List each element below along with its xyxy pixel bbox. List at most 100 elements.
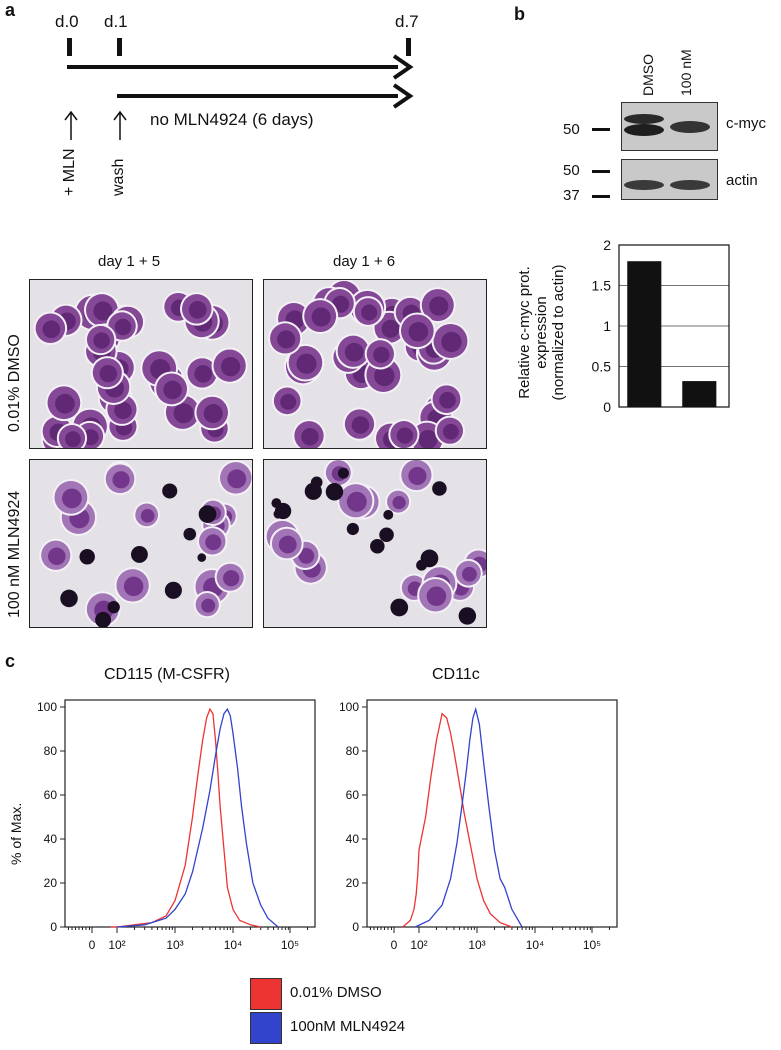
histogram-ytick-label: 40 — [346, 832, 360, 846]
apoptotic-body — [183, 527, 197, 541]
micrograph-row1-label: 0.01% DMSO — [6, 334, 23, 432]
histogram-xtick-label: 10³ — [468, 938, 485, 952]
bar-ytick-label: 2 — [603, 237, 611, 253]
cell-nucleus — [65, 431, 81, 448]
wash-arrowhead — [113, 110, 127, 121]
cmyc-label: c-myc — [726, 115, 766, 132]
bar-ytick-label: 1.5 — [592, 278, 612, 294]
day0-label: d.0 — [55, 12, 79, 31]
apoptotic-body — [198, 505, 217, 523]
cell-nucleus — [373, 346, 390, 364]
histogram-title-cd115: CD115 (M-CSFR) — [104, 666, 230, 683]
panel-a-letter: a — [5, 0, 16, 20]
cmyc-bands — [624, 114, 710, 136]
apoptotic-body — [197, 553, 207, 562]
micrograph-dmso-day6 — [263, 279, 487, 449]
bar-ylabel-line3: (normalized to actin) — [550, 264, 567, 401]
cell-nucleus — [301, 427, 319, 446]
cell-nucleus — [278, 535, 297, 554]
micrograph-col2-header: day 1 + 6 — [333, 253, 396, 270]
apoptotic-body — [164, 581, 182, 599]
histogram-ytick-label: 0 — [352, 920, 359, 934]
bar-ylabel-line2: expression — [533, 296, 550, 369]
cell-nucleus — [220, 356, 241, 377]
cell-nucleus — [392, 496, 406, 510]
day7-tick — [406, 38, 411, 56]
marker-actin-top: 50 — [563, 162, 580, 179]
histogram-ytick-label: 80 — [44, 744, 58, 758]
cmyc-bar-chart: 0 0.5 1 1.5 2 — [592, 237, 730, 415]
apoptotic-body — [432, 481, 447, 496]
legend-label-mln: 100nM MLN4924 — [290, 1018, 406, 1035]
histogram-xtick-label: 10⁴ — [526, 938, 545, 952]
no-drug-label: no MLN4924 (6 days) — [150, 110, 314, 129]
bar-ytick-label: 0.5 — [592, 359, 612, 375]
cell-nucleus — [114, 401, 132, 420]
cell-nucleus — [408, 466, 427, 486]
apoptotic-body — [271, 498, 282, 509]
apoptotic-body — [458, 607, 477, 625]
no-drug-arrowhead — [392, 83, 414, 109]
apoptotic-body — [346, 522, 359, 536]
histogram-xtick-label: 10⁴ — [224, 938, 243, 952]
actin-label: actin — [726, 172, 758, 189]
cell-nucleus — [205, 534, 222, 551]
cmyc-blot — [621, 102, 718, 151]
cell-nucleus — [442, 423, 459, 440]
histogram-ytick-label: 80 — [346, 744, 360, 758]
cell-nucleus — [277, 330, 296, 349]
cell-nucleus — [93, 332, 110, 349]
micrograph-dmso-day5 — [29, 279, 253, 449]
cell-nucleus — [112, 471, 130, 489]
cell-nucleus — [163, 380, 182, 400]
apoptotic-body — [107, 600, 120, 614]
histogram-frame — [366, 699, 618, 928]
apoptotic-body — [304, 482, 322, 500]
cell-nucleus — [439, 391, 456, 409]
histogram-cd11c: 0 20 40 60 80 100 0 10² 10³ 10⁴ 10⁵ — [339, 699, 618, 952]
apoptotic-body — [420, 549, 439, 568]
panel-b-letter: b — [514, 4, 525, 24]
apoptotic-body — [383, 509, 394, 520]
histogram-series-0-01-dmso — [110, 707, 261, 928]
histogram-frame — [64, 699, 316, 928]
histogram-title-cd11c: CD11c — [432, 666, 480, 683]
cell-nucleus — [201, 598, 216, 613]
cell-nucleus — [418, 429, 438, 448]
cell-nucleus — [280, 393, 297, 410]
bar-chart-frame — [618, 244, 730, 408]
cell-nucleus — [351, 416, 370, 434]
actin-blot — [621, 159, 718, 200]
cell-nucleus — [140, 509, 155, 523]
day1-tick — [117, 38, 122, 56]
cell-nucleus — [381, 319, 400, 338]
cell-nucleus — [123, 576, 144, 597]
legend-swatch-mln — [250, 1012, 282, 1044]
histogram-ytick-label: 60 — [44, 788, 58, 802]
histogram-series-100nm-mln4924 — [116, 707, 279, 928]
cell-nucleus — [194, 365, 212, 383]
full-period-arrowhead — [392, 54, 414, 80]
histogram-series-100nm-mln4924 — [414, 706, 523, 928]
legend-label-dmso: 0.01% DMSO — [290, 984, 382, 1001]
day0-tick — [67, 38, 72, 56]
actin-bands — [624, 180, 710, 190]
apoptotic-body — [162, 483, 178, 499]
bar-100-nm — [682, 381, 717, 407]
timeline-diagram — [64, 38, 414, 140]
cell-nucleus — [48, 547, 66, 566]
cell-nucleus — [311, 307, 331, 327]
cell-nucleus — [346, 491, 367, 512]
legend-swatch-dmso — [250, 978, 282, 1010]
histogram-xtick-label: 10² — [410, 938, 427, 952]
apoptotic-body — [390, 598, 409, 617]
histogram-xtick-label: 10⁵ — [281, 938, 299, 952]
lane-label-dmso: DMSO — [640, 54, 656, 96]
micrograph-row2-label: 100 nM MLN4924 — [6, 490, 23, 618]
cell-nucleus — [441, 331, 462, 353]
cell-nucleus — [188, 300, 207, 319]
cell-nucleus — [93, 301, 113, 321]
cell-nucleus — [55, 393, 75, 414]
apoptotic-body — [337, 467, 349, 479]
wash-label: wash — [110, 158, 127, 196]
